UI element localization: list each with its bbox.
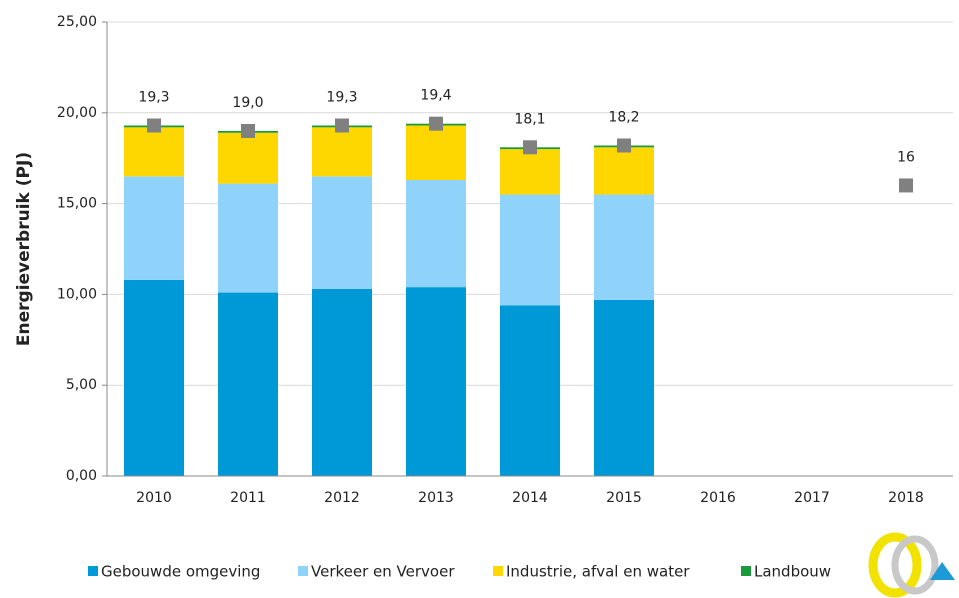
total-marker bbox=[523, 140, 537, 155]
total-marker bbox=[241, 123, 255, 138]
legend-swatch bbox=[88, 566, 98, 576]
bar-segment bbox=[124, 279, 184, 476]
bar-segment bbox=[594, 299, 654, 476]
bar-segment bbox=[594, 194, 654, 300]
y-tick-label: 25,00 bbox=[57, 14, 97, 30]
total-label: 18,2 bbox=[608, 109, 639, 125]
bar-segment bbox=[218, 183, 278, 293]
legend-swatch bbox=[741, 566, 751, 576]
y-tick-label: 20,00 bbox=[57, 105, 97, 121]
total-label: 19,0 bbox=[232, 95, 263, 111]
total-label: 19,4 bbox=[420, 88, 451, 104]
bar-segment bbox=[500, 305, 560, 476]
y-tick-label: 5,00 bbox=[66, 377, 97, 393]
y-tick-label: 0,00 bbox=[66, 468, 97, 484]
x-tick-label: 2011 bbox=[230, 490, 266, 506]
bar-segment bbox=[500, 194, 560, 306]
legend-label: Verkeer en Vervoer bbox=[311, 563, 455, 581]
bar-segment bbox=[124, 176, 184, 280]
bar-segment bbox=[312, 288, 372, 476]
y-tick-label: 10,00 bbox=[57, 286, 97, 302]
legend-label: Gebouwde omgeving bbox=[101, 563, 260, 581]
total-label: 19,3 bbox=[138, 90, 169, 106]
legend-swatch bbox=[298, 566, 308, 576]
total-marker bbox=[429, 116, 443, 131]
bar-segment bbox=[406, 287, 466, 476]
x-tick-label: 2017 bbox=[794, 490, 830, 506]
bar-segment bbox=[500, 149, 560, 195]
logo bbox=[868, 532, 955, 598]
total-marker bbox=[147, 118, 161, 133]
x-tick-label: 2012 bbox=[324, 490, 360, 506]
bar-segment bbox=[312, 127, 372, 177]
total-marker bbox=[335, 118, 349, 133]
bar-segment bbox=[406, 179, 466, 288]
total-label: 16 bbox=[897, 149, 915, 165]
y-axis-label: Energieverbruik (PJ) bbox=[14, 152, 34, 346]
total-label: 18,1 bbox=[514, 111, 545, 127]
bar-segment bbox=[312, 176, 372, 289]
bar-segment bbox=[218, 132, 278, 184]
total-label: 19,3 bbox=[326, 90, 357, 106]
total-marker bbox=[617, 138, 631, 153]
x-tick-label: 2014 bbox=[512, 490, 548, 506]
x-tick-label: 2010 bbox=[136, 490, 172, 506]
legend-label: Landbouw bbox=[754, 563, 831, 581]
x-tick-label: 2015 bbox=[606, 490, 642, 506]
y-tick-label: 15,00 bbox=[57, 196, 97, 212]
bar-segment bbox=[594, 147, 654, 195]
total-marker bbox=[899, 178, 913, 193]
bar-segment bbox=[406, 125, 466, 180]
x-tick-label: 2016 bbox=[700, 490, 736, 506]
x-tick-label: 2018 bbox=[888, 490, 924, 506]
bar-segment bbox=[124, 127, 184, 177]
legend-label: Industrie, afval en water bbox=[506, 563, 690, 581]
x-tick-label: 2013 bbox=[418, 490, 454, 506]
legend-swatch bbox=[493, 566, 503, 576]
bar-segment bbox=[218, 292, 278, 476]
